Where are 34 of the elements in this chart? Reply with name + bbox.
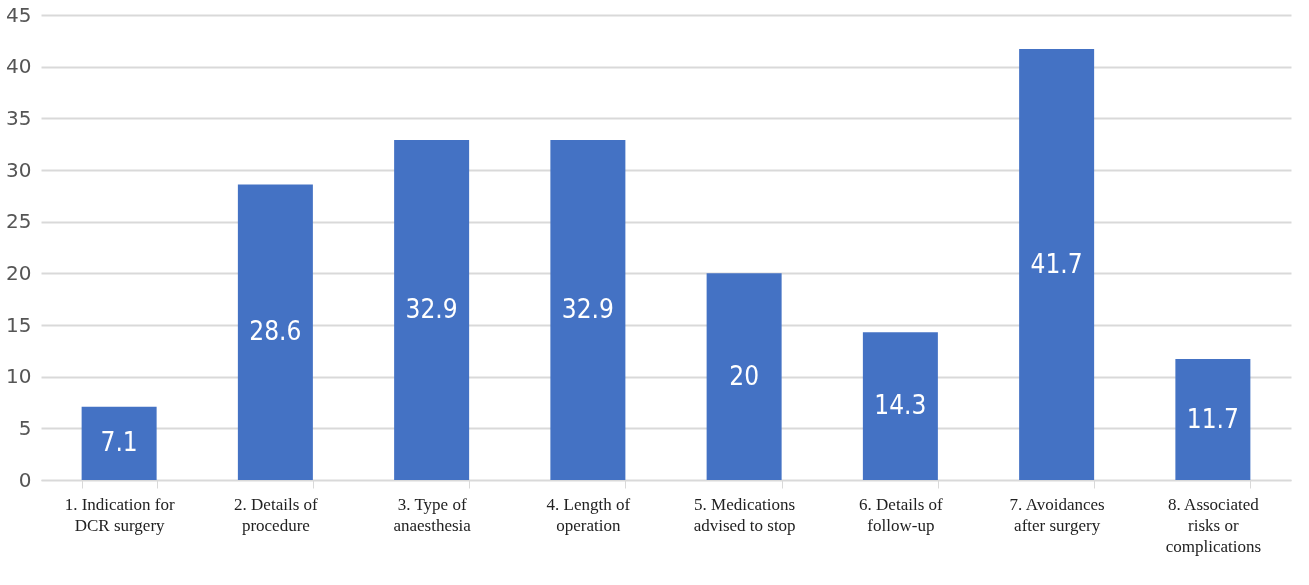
bar <box>1175 359 1251 480</box>
x-tick-label: 5. Medications advised to stop <box>693 494 796 535</box>
x-tick-label: 8. Associated risks or complications <box>1165 494 1262 556</box>
x-tick-label: 6. Details of follow-up <box>859 494 943 535</box>
data-label: 7.1 <box>100 427 138 458</box>
data-label: 11.7 <box>1186 403 1239 434</box>
bar <box>706 273 782 480</box>
y-tick-label: 5 <box>18 415 32 440</box>
bar <box>237 184 313 480</box>
x-tick-label: 2. Details of procedure <box>234 494 318 535</box>
bar <box>1019 49 1095 480</box>
y-tick-label: 0 <box>18 467 32 492</box>
y-tick-label: 25 <box>6 209 32 234</box>
y-tick-label: 20 <box>6 260 32 285</box>
bar <box>550 140 626 480</box>
data-label: 32.9 <box>561 294 614 325</box>
y-tick-label: 15 <box>6 312 32 337</box>
y-tick-label: 10 <box>6 364 32 389</box>
y-tick-label: 30 <box>6 157 32 182</box>
bar <box>862 332 938 480</box>
data-label: 20 <box>729 360 760 391</box>
y-tick-label: 40 <box>6 54 32 79</box>
data-label: 28.6 <box>249 316 302 347</box>
bar <box>394 140 470 480</box>
x-tick-label: 4. Length of operation <box>546 494 631 535</box>
y-tick-label: 35 <box>6 105 32 130</box>
y-tick-label: 45 <box>6 2 32 27</box>
x-tick-label: 3. Type of anaesthesia <box>393 494 472 535</box>
data-label: 41.7 <box>1030 248 1083 279</box>
data-label: 32.9 <box>405 294 458 325</box>
bar <box>81 406 157 480</box>
x-tick-label: 7. Avoidances after surgery <box>1009 494 1105 535</box>
data-label: 14.3 <box>874 390 927 421</box>
x-tick-label: 1. Indication for DCR surgery <box>64 494 175 535</box>
